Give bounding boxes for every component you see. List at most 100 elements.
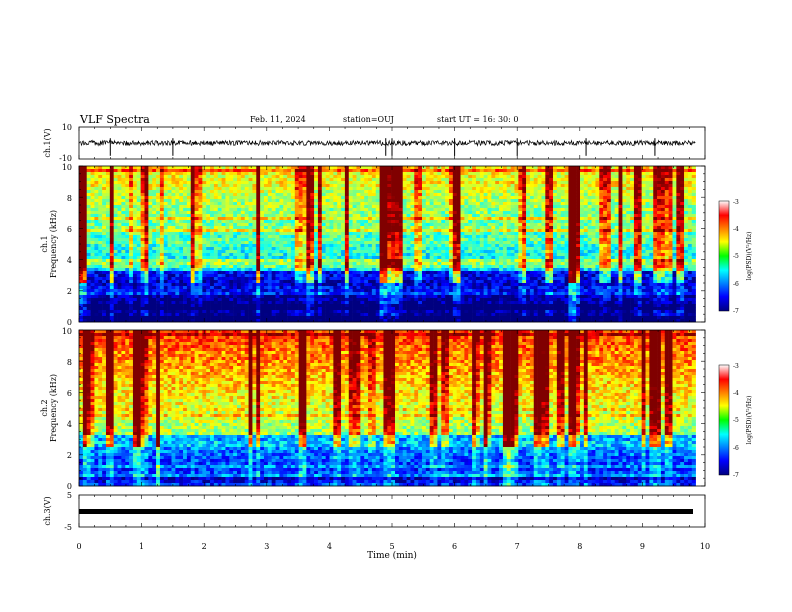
spec1-cell (626, 172, 631, 176)
spec1-cell (633, 229, 639, 233)
spec1-cell (564, 241, 569, 245)
spec1-cell (171, 220, 176, 224)
spec1-cell (591, 199, 596, 203)
spec1-cell (541, 190, 546, 194)
spec1-cell (202, 187, 207, 191)
spec1-cell (140, 211, 145, 215)
spec1-cell (186, 196, 192, 200)
spec1-cell (464, 196, 469, 200)
spec1-cell (410, 226, 415, 230)
spec1-cell (564, 220, 569, 224)
spec1-cell (429, 169, 434, 173)
spec1-cell (271, 226, 276, 230)
spec1-cell (263, 187, 269, 191)
spec1-cell (267, 253, 272, 257)
spec1-cell (290, 238, 296, 242)
spec1-cell (580, 169, 585, 173)
spec1-cell (298, 190, 303, 194)
spec1-cell (171, 238, 176, 242)
spec1-cell (179, 244, 184, 248)
spec1-cell (321, 184, 326, 188)
spec1-cell (379, 226, 384, 230)
spec1-cell (79, 190, 84, 194)
spec1-cell (263, 178, 269, 182)
spec1-cell (148, 241, 153, 245)
spec1-cell (125, 235, 130, 239)
spec1-cell (202, 205, 207, 209)
spec1-cell (391, 220, 396, 224)
spec1-cell (321, 217, 326, 221)
spec1-cell (495, 208, 500, 212)
spec1-cell (233, 199, 238, 203)
spec1-cell (175, 235, 180, 239)
spec1-cell (229, 226, 234, 230)
spec1-cell (591, 202, 596, 206)
spec1-cell (371, 187, 377, 191)
spec1-cell (256, 223, 261, 227)
spec1-cell (452, 238, 457, 242)
spec1-cell (560, 226, 565, 230)
spec1-cell (664, 172, 669, 176)
spec1-cell (691, 169, 696, 173)
spec1-cell (487, 211, 492, 215)
spec1-cell (641, 220, 646, 224)
spec1-cell (472, 226, 477, 230)
spec1-cell (510, 202, 515, 206)
spec1-cell (105, 241, 111, 245)
spec1-cell (171, 211, 176, 215)
spec1-cell (475, 226, 481, 230)
spec1-cell (98, 211, 103, 215)
spec1-cell (622, 205, 627, 209)
spec1-cell (387, 199, 392, 203)
spec1-cell (622, 175, 627, 179)
spec1-cell (580, 196, 585, 200)
spec1-cell (564, 247, 569, 251)
spec1-cell (572, 184, 577, 188)
spec1-cell (495, 250, 500, 254)
spec1-cell (406, 181, 411, 185)
spec1-cell (402, 241, 407, 245)
spec1-cell (317, 232, 323, 236)
spec1-cell (383, 199, 388, 203)
spec1-cell (341, 196, 346, 200)
spec1-cell (591, 214, 596, 218)
spec1-cell (553, 226, 558, 230)
spec1-cell (526, 244, 531, 248)
spec1-cell (637, 172, 642, 176)
spec1-cell (614, 226, 619, 230)
spec1-cell (533, 211, 538, 215)
spec1-cell (283, 256, 288, 260)
spec1-cell (171, 205, 176, 209)
spec1-cell (553, 235, 558, 239)
spec1-cell (637, 202, 642, 206)
spec1-cell (183, 238, 188, 242)
spec1-cell (136, 229, 141, 233)
spec1-cell (533, 205, 538, 209)
spec1-cell (263, 247, 269, 251)
spec1-cell (263, 175, 269, 179)
spec1-cell (448, 253, 454, 257)
spec1-cell (464, 223, 469, 227)
spec1-cell (356, 175, 361, 179)
spec1-cell (564, 238, 569, 242)
spec1-cell (102, 187, 107, 191)
spec1-cell (321, 190, 326, 194)
spec1-cell (583, 205, 588, 209)
spec1-cell (487, 226, 492, 230)
spec1-cell (252, 205, 257, 209)
spec1-cell (506, 211, 511, 215)
spec1-cell (190, 217, 195, 221)
spec1-cell (152, 238, 157, 242)
spec1-cell (556, 238, 562, 242)
spec1-cell (244, 181, 249, 185)
spec1-cell (680, 226, 685, 230)
spec1-cell (591, 208, 596, 212)
spec1-cell (210, 247, 215, 251)
spec1-cell (210, 235, 215, 239)
spec1-cell (82, 196, 87, 200)
spec1-cell (414, 235, 419, 239)
spec1-cell (360, 208, 365, 212)
spec1-cell (514, 172, 519, 176)
spec1-cell (198, 256, 203, 260)
spec1-cell (229, 193, 234, 197)
